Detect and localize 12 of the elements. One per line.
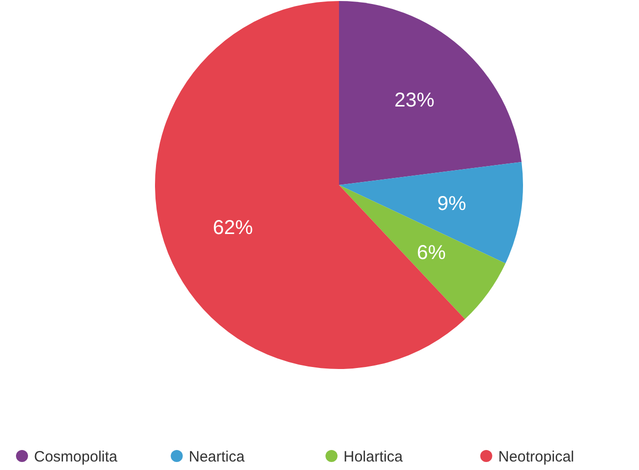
data-label: 9% [437, 192, 466, 215]
legend-label: Neotropical [498, 448, 574, 466]
data-label: 6% [416, 242, 446, 264]
legend-label: Holartica [344, 448, 404, 466]
pie-slice [339, 162, 523, 264]
pie-slice [339, 185, 506, 320]
legend-label: Neartica [188, 448, 246, 466]
pie-slice [155, 1, 465, 369]
data-label: 23% [394, 89, 435, 112]
data-label: 62% [212, 216, 254, 239]
pie-slice [339, 1, 522, 185]
legend-label: Cosmopolita [34, 448, 118, 466]
